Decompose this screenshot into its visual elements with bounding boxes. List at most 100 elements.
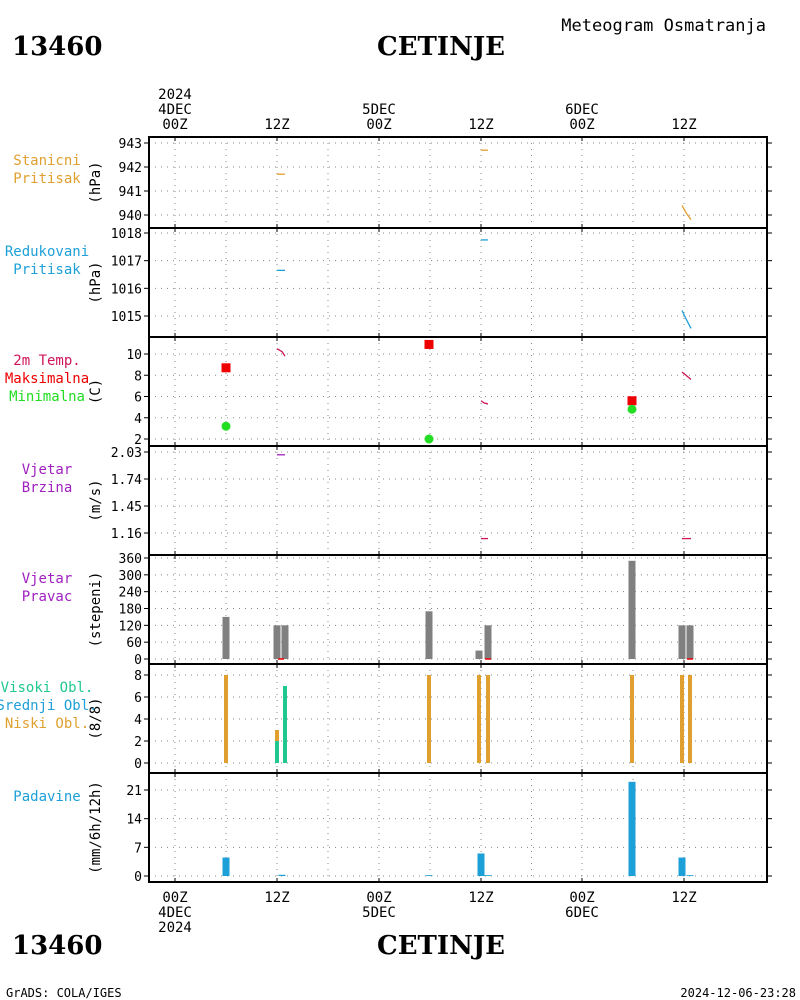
y-tick-label: 2 — [134, 433, 142, 448]
bar — [278, 874, 286, 876]
panel-frame — [148, 772, 768, 883]
bar — [628, 781, 636, 876]
y-axis-label: (C) — [88, 379, 104, 404]
y-tick-label: 1.74 — [111, 473, 142, 488]
series-line — [276, 348, 286, 357]
bar — [281, 625, 289, 659]
y-tick-label: 10 — [126, 348, 142, 363]
y-tick-label: 0 — [134, 653, 142, 668]
legend-label: Pravac — [22, 589, 73, 605]
y-tick-label: 941 — [119, 185, 142, 200]
min-temp-point — [627, 404, 637, 414]
bottom-axis-time-label: 12Z — [468, 890, 493, 906]
max-temp-point — [221, 363, 231, 373]
y-tick-label: 1017 — [111, 255, 142, 270]
panel-frame — [148, 663, 768, 774]
panel-frame — [148, 336, 768, 447]
y-tick-label: 300 — [119, 569, 142, 584]
min-temp-point — [221, 421, 231, 431]
y-tick-label: 7 — [134, 841, 142, 856]
panel-temperature: 2 4 6 8 10 (C) 2m Temp. Maksimalna Minimalna — [5, 336, 772, 448]
bar — [484, 875, 492, 876]
station-id-bottom: 13460 — [12, 931, 102, 961]
series-line — [480, 400, 489, 405]
bottom-axis-day-label: 4DEC — [158, 905, 192, 921]
y-tick-label: 2 — [134, 735, 142, 750]
panel-reduced_pressure: 1015 1016 1017 1018 (hPa)Redukovani Pritisak — [5, 227, 772, 338]
bar — [283, 686, 287, 763]
top-axis-day-label: 4DEC — [158, 102, 192, 118]
y-axis-label: (stepeni) — [88, 572, 104, 648]
credit-text: GrADS: COLA/IGES — [6, 986, 122, 1000]
top-axis-time-label: 12Z — [671, 117, 696, 133]
top-axis-time-label: 12Z — [468, 117, 493, 133]
top-axis-day-label: 5DEC — [362, 102, 396, 118]
bar — [630, 675, 634, 763]
max-temp-point — [627, 396, 637, 406]
bar — [484, 625, 492, 659]
y-axis-label: (hPa) — [88, 261, 104, 303]
panel-frame — [148, 554, 768, 665]
y-axis-label: (m/s) — [88, 479, 104, 521]
legend-label: Pritisak — [13, 171, 81, 187]
bar — [222, 616, 230, 659]
top-axis-time-label: 00Z — [162, 117, 187, 133]
panel-precipitation: 0 7 14 21 (mm/6h/12h) Padavine — [13, 772, 772, 885]
top-axis-year-label: 2024 — [158, 87, 192, 103]
panel-frame — [148, 227, 768, 338]
bar — [688, 675, 692, 763]
bottom-axis-time-label: 00Z — [366, 890, 391, 906]
bar — [425, 611, 433, 659]
legend-label: Stanicni — [13, 153, 80, 169]
top-axis-day-label: 6DEC — [565, 102, 599, 118]
y-tick-label: 240 — [119, 586, 142, 601]
bar — [680, 675, 684, 763]
bar — [678, 857, 686, 876]
bar — [686, 875, 694, 876]
bar — [425, 875, 433, 876]
y-axis-label: (mm/6h/12h) — [88, 781, 104, 874]
max-temp-point — [424, 339, 434, 349]
y-axis-label: (hPa) — [88, 161, 104, 203]
bottom-axis-year-label: 2024 — [158, 920, 192, 936]
y-tick-label: 943 — [119, 137, 142, 152]
panel-clouds: 0 2 4 6 8 (8/8)Visoki Obl. Srednji Obl. Niski O… — [0, 663, 772, 774]
y-tick-label: 0 — [134, 870, 142, 885]
bar — [427, 675, 431, 763]
bar — [678, 625, 686, 659]
bottom-axis-time-label: 12Z — [264, 890, 289, 906]
panel-wind_speed: 1.16 1.45 1.74 2.03 (m/s) Vjetar Brzina — [22, 445, 772, 556]
timestamp-text: 2024-12-06-23:28 — [680, 986, 796, 1000]
y-axis-label: (8/8) — [88, 697, 104, 739]
y-tick-label: 2.03 — [111, 446, 142, 461]
bar — [275, 741, 279, 763]
y-tick-label: 8 — [134, 369, 142, 384]
legend-label: Visoki Obl. — [1, 680, 94, 696]
y-tick-label: 14 — [126, 813, 142, 828]
bar — [477, 675, 481, 763]
legend-label: Vjetar — [22, 462, 73, 478]
y-tick-label: 942 — [119, 161, 142, 176]
y-tick-label: 6 — [134, 691, 142, 706]
y-tick-label: 940 — [119, 209, 142, 224]
legend-label: Brzina — [22, 480, 73, 496]
y-tick-label: 1.45 — [111, 500, 142, 515]
panel-station_pressure: 940 941 942 943 (hPa) Stanicni Pritisak — [13, 136, 772, 229]
series-line — [681, 205, 692, 221]
bar — [477, 853, 485, 876]
panel-frame — [148, 445, 768, 556]
bar — [222, 857, 230, 876]
legend-label: Pritisak — [13, 262, 81, 278]
top-axis-time-label: 12Z — [264, 117, 289, 133]
y-tick-label: 6 — [134, 391, 142, 406]
y-tick-label: 1018 — [111, 227, 142, 242]
chart-subtitle: Meteogram Osmatranja — [561, 16, 766, 36]
y-tick-label: 1016 — [111, 282, 142, 297]
bar — [224, 675, 228, 763]
legend-label: Minimalna — [9, 389, 85, 405]
y-tick-label: 4 — [134, 412, 142, 427]
station-id-top: 13460 — [12, 32, 102, 62]
y-tick-label: 120 — [119, 619, 142, 634]
